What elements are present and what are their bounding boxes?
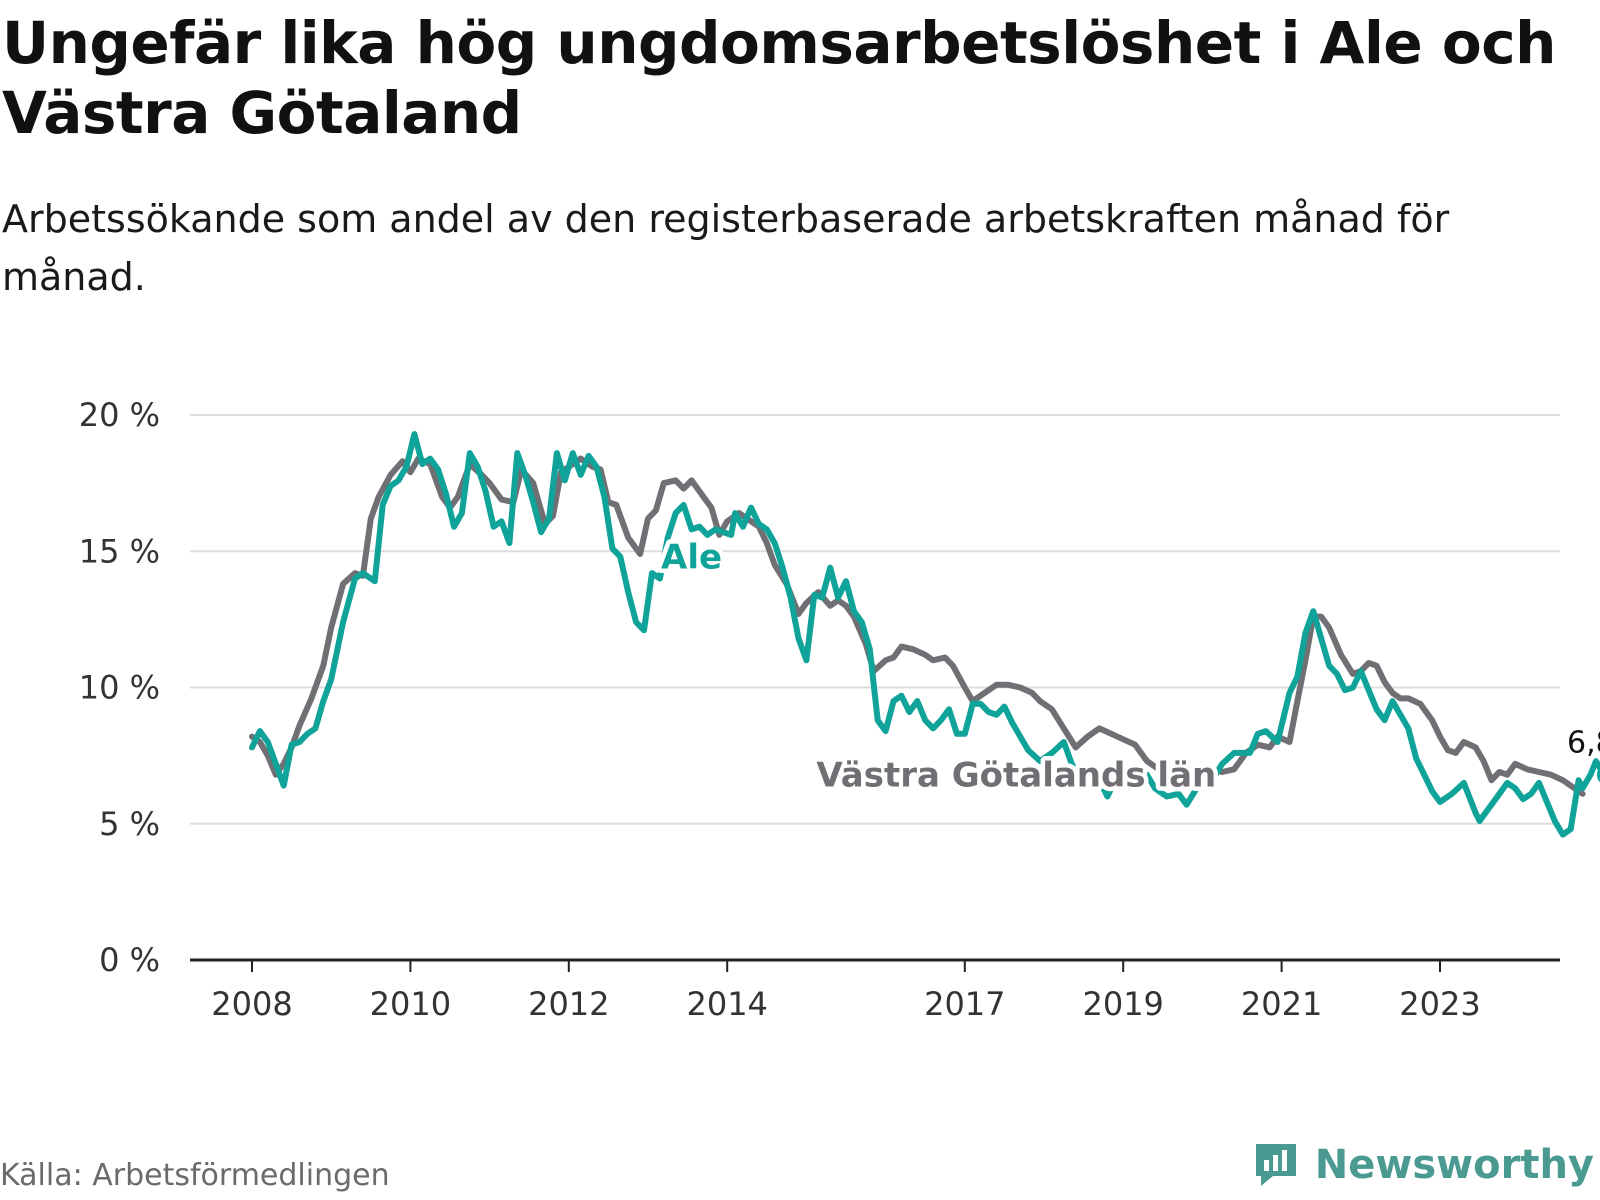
y-tick-label: 5 % <box>99 805 160 843</box>
ale-endpoint-marker <box>1596 767 1600 783</box>
y-tick-label: 0 % <box>99 941 160 979</box>
x-tick-label: 2014 <box>686 985 767 1023</box>
y-tick-label: 15 % <box>79 532 160 570</box>
y-axis-ticks: 0 % 5 % 10 % 15 % 20 % <box>79 396 160 979</box>
chart-subtitle: Arbetssökande som andel av den registerb… <box>2 197 1450 299</box>
x-tick-label: 2008 <box>211 985 292 1023</box>
x-tick-label: 2023 <box>1399 985 1480 1023</box>
series-label-vastra-gotaland: Västra Götalands län <box>816 756 1216 796</box>
ale-endpoint-label: 6,8 % <box>1567 726 1600 761</box>
series-label-ale: Ale <box>661 538 722 578</box>
x-tick-label: 2019 <box>1082 985 1163 1023</box>
chart-title: Ungefär lika hög ungdomsarbetslöshet i A… <box>2 9 1556 147</box>
y-tick-label: 10 % <box>79 669 160 707</box>
brand-logo: Newsworthy <box>1251 1140 1594 1190</box>
y-tick-label: 20 % <box>79 396 160 434</box>
series-line-vastra-gotaland <box>249 455 1586 797</box>
source-note: Källa: Arbetsförmedlingen <box>0 1158 390 1193</box>
newsworthy-icon <box>1255 1144 1296 1186</box>
brand-name: Newsworthy <box>1314 1142 1594 1188</box>
x-axis-ticks: 2008 2010 2012 2014 2017 2019 2021 2023 <box>190 958 1560 1023</box>
x-tick-label: 2021 <box>1241 985 1322 1023</box>
x-tick-label: 2017 <box>924 985 1005 1023</box>
series-line-ale <box>249 431 1600 838</box>
gridlines <box>190 414 1560 825</box>
series-lines <box>249 431 1600 838</box>
x-tick-label: 2012 <box>528 985 609 1023</box>
x-tick-label: 2010 <box>370 985 451 1023</box>
series-labels: Västra Götalands län Ale 6,8 % <box>657 533 1600 800</box>
line-chart: 0 %5 %10 %15 %20 % 2008 2010 2012 2014 2017 2… <box>79 396 1600 1023</box>
